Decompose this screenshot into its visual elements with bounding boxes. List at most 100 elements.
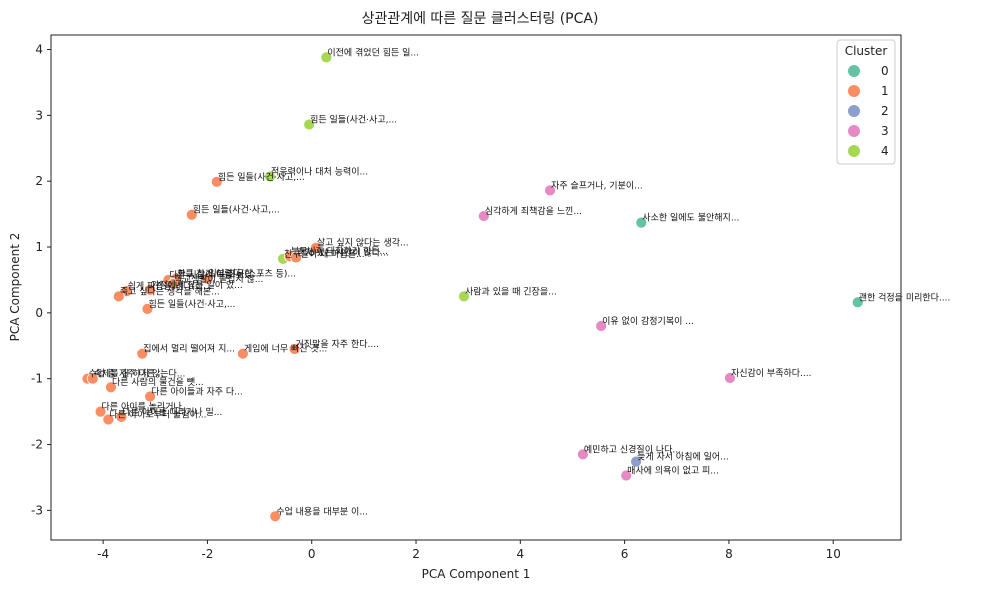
scatter-point-cluster-2[interactable] — [630, 455, 642, 468]
point-label: 다른 아이로부터 놀림이... — [109, 409, 206, 421]
y-tick-label: -1 — [31, 372, 43, 386]
scatter-point-cluster-1[interactable] — [115, 410, 128, 423]
point-label: 죽고 싶다는 생각을 해본... — [120, 285, 220, 297]
scatter-point-cluster-1[interactable] — [210, 175, 223, 188]
scatter-point-cluster-3[interactable] — [595, 320, 608, 332]
scatter-point-cluster-4[interactable] — [458, 290, 470, 303]
scatter-point-cluster-3[interactable] — [477, 210, 490, 222]
scatter-point-cluster-3[interactable] — [724, 372, 736, 384]
point-label: 다른 아이를 놀리거나... — [102, 402, 191, 413]
scatter-point-cluster-1[interactable] — [288, 343, 301, 355]
scatter-point-cluster-1[interactable] — [237, 347, 249, 360]
point-label: 숙제를 잘 하지 않는다... — [94, 368, 186, 380]
scatter-point-cluster-1[interactable] — [201, 272, 214, 285]
scatter-point-cluster-3[interactable] — [577, 448, 589, 461]
y-tick-label: -3 — [31, 503, 43, 517]
point-label: 집에서 멀리 떨어져 지... — [143, 343, 235, 355]
point-label: 게임에 너무 빠진 것... — [244, 343, 327, 355]
scatter-point-cluster-4[interactable] — [320, 51, 333, 64]
scatter-point-cluster-1[interactable] — [94, 405, 107, 418]
point-label: 힘든 일들(사건·사고,... — [310, 115, 397, 126]
scatter-point-cluster-1[interactable] — [136, 347, 149, 360]
y-tick-label: -2 — [31, 438, 43, 452]
y-axis-label: PCA Component 2 — [8, 233, 22, 342]
scatter-point-cluster-1[interactable] — [141, 302, 154, 315]
legend-label: 0 — [881, 64, 889, 78]
point-label: 자신감이 부족하다.... — [731, 367, 812, 379]
point-label: 사람과 있을 때 긴장을... — [465, 285, 557, 297]
x-tick-label: 0 — [308, 547, 316, 561]
scatter-point-cluster-1[interactable] — [102, 413, 115, 426]
scatter-point-cluster-1[interactable] — [105, 381, 117, 394]
x-tick-label: 4 — [517, 547, 525, 561]
x-tick-label: -4 — [97, 547, 109, 561]
point-label: 부모님과 대화하기 힘든... — [291, 246, 388, 257]
point-label: 이유 없이 감정기복이 ... — [602, 315, 694, 327]
x-tick-label: 2 — [412, 547, 420, 561]
scatter-point-cluster-1[interactable] — [185, 208, 198, 221]
point-label: 예민하고 신경질이 나다... — [584, 443, 681, 455]
point-label: 살고 싶지 않다는 생각... — [317, 237, 409, 249]
y-tick-label: 2 — [35, 174, 43, 188]
scatter-point-cluster-4[interactable] — [303, 118, 316, 131]
y-tick-label: 4 — [35, 42, 43, 56]
legend-label: 2 — [881, 104, 889, 118]
legend-marker-cluster-2 — [848, 105, 860, 117]
point-labels-layer: 이전에 겪었던 힘든 일...힘든 일들(사건·사고,...적응력이나 대처 능… — [89, 46, 951, 517]
point-label: 수업 내용을 대부분 이... — [276, 506, 368, 517]
point-label: 다른 아이들과 자주 다... — [151, 386, 243, 397]
point-label: 혼자 있는 시간이 많다... — [297, 247, 389, 259]
point-label: 다른 사람의 물건을 뺏... — [112, 376, 204, 388]
scatter-point-cluster-1[interactable] — [112, 290, 125, 303]
points-layer — [81, 51, 864, 523]
legend-title: Cluster — [845, 44, 888, 58]
legend-label: 1 — [881, 84, 889, 98]
x-tick-label: 8 — [725, 547, 733, 561]
point-label: 힘든 일들(사건·사고,... — [218, 172, 305, 183]
point-label: 사소한 일에도 불안해지... — [642, 213, 739, 224]
scatter-point-cluster-0[interactable] — [635, 216, 648, 229]
legend-label: 3 — [881, 124, 889, 138]
scatter-point-cluster-1[interactable] — [144, 390, 156, 403]
y-axis-ticks: -3 -2 -1 0 1 2 3 4 — [31, 42, 51, 517]
scatter-point-cluster-4[interactable] — [264, 170, 276, 183]
point-label: 매사에 의욕이 없고 피... — [627, 465, 719, 476]
point-label: 화를 참기 어렵다(한... — [177, 269, 261, 280]
x-axis-label: PCA Component 1 — [422, 567, 531, 581]
scatter-point-cluster-0[interactable] — [851, 296, 864, 309]
legend-marker-cluster-0 — [848, 65, 860, 77]
y-tick-label: 0 — [35, 306, 43, 320]
scatter-point-cluster-1[interactable] — [310, 241, 322, 254]
legend-marker-cluster-4 — [848, 145, 860, 157]
legend-items: 0 1 2 3 4 — [848, 64, 889, 158]
scatter-point-cluster-1[interactable] — [144, 283, 156, 296]
y-tick-label: 1 — [35, 240, 43, 254]
legend-label: 4 — [881, 144, 889, 158]
point-label: 거짓말을 자주 한다.... — [296, 338, 379, 350]
x-tick-label: 6 — [621, 547, 629, 561]
scatter-point-cluster-1[interactable] — [86, 372, 99, 385]
legend-marker-cluster-1 — [848, 85, 860, 97]
scatter-point-cluster-3[interactable] — [544, 184, 556, 197]
point-label: 수업 중 자주 다른... — [89, 369, 164, 380]
point-label: 괜한 걱정을 미리한다.... — [859, 291, 951, 303]
point-label: 친구들이 내 마음을... — [284, 249, 365, 260]
point-label: 다른 아이를 때리거나 밀... — [122, 406, 222, 418]
scatter-point-cluster-1[interactable] — [290, 251, 302, 264]
legend-marker-cluster-3 — [848, 125, 860, 137]
scatter-point-cluster-1[interactable] — [167, 277, 180, 290]
y-tick-label: 3 — [35, 108, 43, 122]
point-label: 힘든 일들(사건·사고,... — [148, 299, 235, 310]
plot-frame — [50, 34, 902, 541]
point-label: 학교생활이 즐겁지 않... — [175, 273, 264, 285]
point-label: 늦게 자서 아침에 일어... — [637, 452, 729, 463]
x-axis-ticks: -4 -2 0 2 4 6 8 10 — [97, 540, 841, 561]
scatter-point-cluster-3[interactable] — [620, 469, 633, 482]
point-label: 이전에 겪었던 힘든 일... — [327, 46, 419, 58]
point-label: 자주 슬프거나, 기분이... — [551, 180, 643, 191]
scatter-point-cluster-1[interactable] — [269, 510, 282, 523]
chart-title: 상관관계에 따른 질문 클러스터링 (PCA) — [362, 11, 599, 27]
legend: Cluster 0 1 2 3 4 — [836, 39, 896, 165]
point-label: 쉽게 짜증을 낸다(하... — [128, 281, 212, 292]
